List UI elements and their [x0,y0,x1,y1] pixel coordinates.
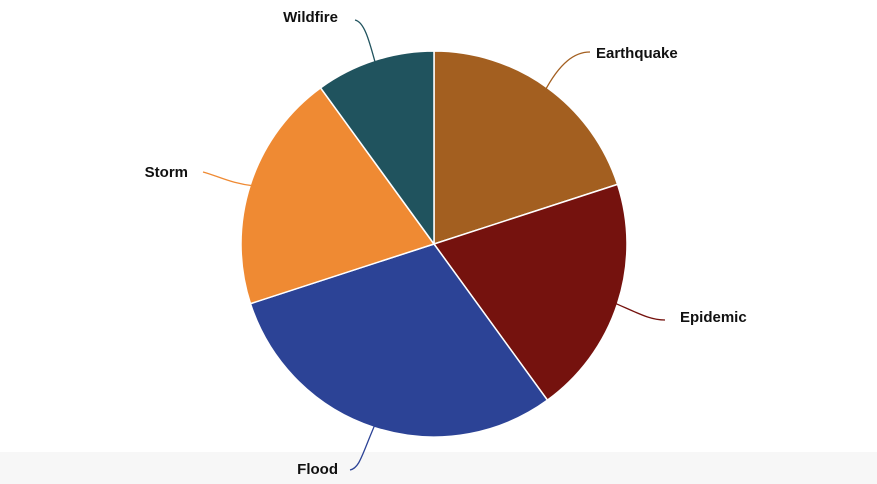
slice-label-wildfire: Wildfire [283,9,338,26]
pie-slices [240,50,628,438]
leader-line-earthquake [543,51,591,94]
bottom-band [0,452,877,484]
leader-line-epidemic [611,301,666,321]
pie-slice-earthquake[interactable] [433,50,619,246]
pie-leader-lines [202,19,666,471]
pie-slice-storm[interactable] [240,86,436,305]
pie-labels: Earthquake Epidemic Flood Storm Wildfire [145,9,747,478]
slice-label-epidemic: Epidemic [680,309,747,326]
leader-line-storm [202,171,257,187]
slice-label-storm: Storm [145,164,188,181]
leader-line-flood [349,421,377,471]
leader-line-wildfire [354,19,377,67]
slice-label-earthquake: Earthquake [596,45,678,62]
slice-label-flood: Flood [297,461,338,478]
